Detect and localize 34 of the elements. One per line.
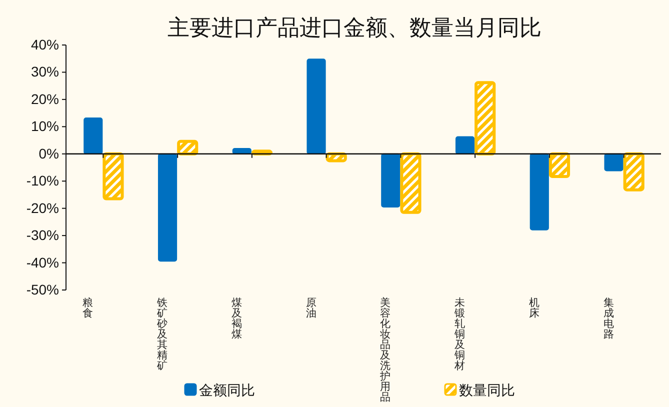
legend-label: 金额同比	[199, 383, 255, 399]
y-tick-label: -50%	[26, 281, 59, 298]
bar	[84, 117, 103, 154]
x-tick-label: 铁矿砂及其精矿	[156, 297, 168, 372]
bar	[177, 140, 198, 156]
x-tick-label: 煤及褐煤	[231, 297, 242, 340]
bar	[623, 152, 644, 192]
bar	[530, 153, 549, 230]
legend-label: 数量同比	[459, 383, 515, 399]
y-tick-label: 0%	[38, 145, 59, 162]
y-tick-label: -30%	[26, 227, 59, 244]
bar	[400, 152, 422, 214]
bar	[381, 153, 400, 208]
bar	[604, 153, 624, 172]
chart-title: 主要进口产品进口金额、数量当月同比	[168, 16, 542, 41]
y-tick-label: 40%	[30, 36, 59, 52]
bar	[548, 152, 570, 178]
bar	[158, 153, 178, 262]
x-tick-label: 未锻轧铜及铜材	[454, 296, 466, 372]
x-tick-label: 粮食	[82, 296, 94, 320]
y-tick-label: -20%	[26, 200, 59, 216]
x-tick-label: 机床	[528, 297, 540, 320]
y-tick-label: -10%	[26, 172, 59, 189]
y-tick-label: 20%	[30, 90, 59, 107]
y-tick-label: 30%	[30, 64, 59, 80]
y-tick-label: -40%	[26, 254, 59, 270]
x-tick-label: 集成电路	[603, 297, 614, 340]
bar	[306, 58, 326, 154]
bar	[102, 152, 124, 200]
category-label: 美容化妆品及洗护用品	[380, 297, 392, 404]
y-tick-label: 10%	[30, 118, 59, 134]
bar	[455, 136, 475, 154]
x-tick-label: 原油	[306, 297, 317, 320]
bar	[474, 81, 496, 156]
